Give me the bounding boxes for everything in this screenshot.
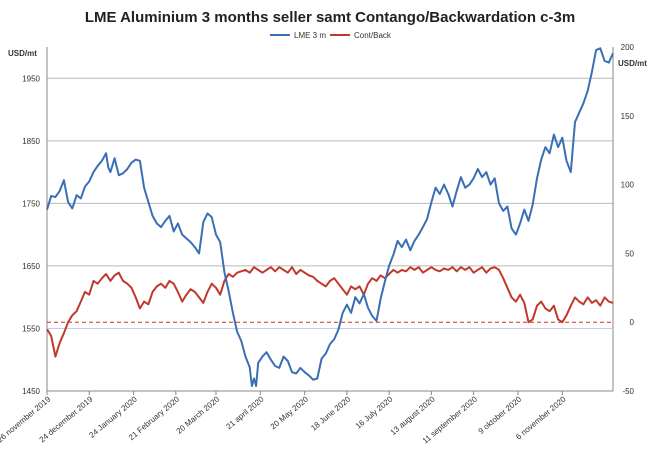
x-tick-label: 20 March 2020 [175, 394, 222, 436]
left-tick-label: 1450 [22, 387, 40, 396]
legend: LME 3 m Cont/Back [270, 31, 392, 40]
x-tick-label: 20 May 2020 [269, 394, 311, 431]
x-tick-label: 16 July 2020 [354, 394, 395, 430]
right-tick-label: 200 [621, 43, 635, 52]
legend-label-contback: Cont/Back [354, 31, 392, 40]
chart-title: LME Aluminium 3 months seller samt Conta… [85, 9, 575, 26]
right-tick-label: -50 [622, 387, 634, 396]
left-axis-ticks: 1450 1550 1650 1750 1850 1950 [22, 74, 40, 396]
left-tick-label: 1550 [22, 324, 40, 333]
left-tick-label: 1650 [22, 262, 40, 271]
left-tick-label: 1750 [22, 199, 40, 208]
left-tick-label: 1950 [22, 74, 40, 83]
right-axis-ticks: -50 0 50 100 150 200 [621, 43, 635, 396]
chart-container: LME Aluminium 3 months seller samt Conta… [0, 0, 656, 459]
right-tick-label: 100 [621, 181, 635, 190]
right-axis-unit: USD/mt [618, 59, 647, 68]
right-tick-label: 50 [625, 249, 634, 258]
left-tick-label: 1850 [22, 137, 40, 146]
right-tick-label: 150 [621, 112, 635, 121]
right-tick-label: 0 [630, 318, 635, 327]
x-tick-label: 21 april 2020 [224, 394, 266, 431]
series-line-lme-3-m [47, 48, 613, 386]
x-tick-label: 9 oktober 2020 [477, 394, 524, 436]
reference-lines [47, 322, 613, 328]
legend-label-lme: LME 3 m [294, 31, 326, 40]
left-axis-unit: USD/mt [8, 49, 37, 58]
x-tick-label: 18 June 2020 [309, 394, 352, 432]
chart-svg: LME Aluminium 3 months seller samt Conta… [0, 0, 656, 459]
series-lines [47, 48, 613, 386]
